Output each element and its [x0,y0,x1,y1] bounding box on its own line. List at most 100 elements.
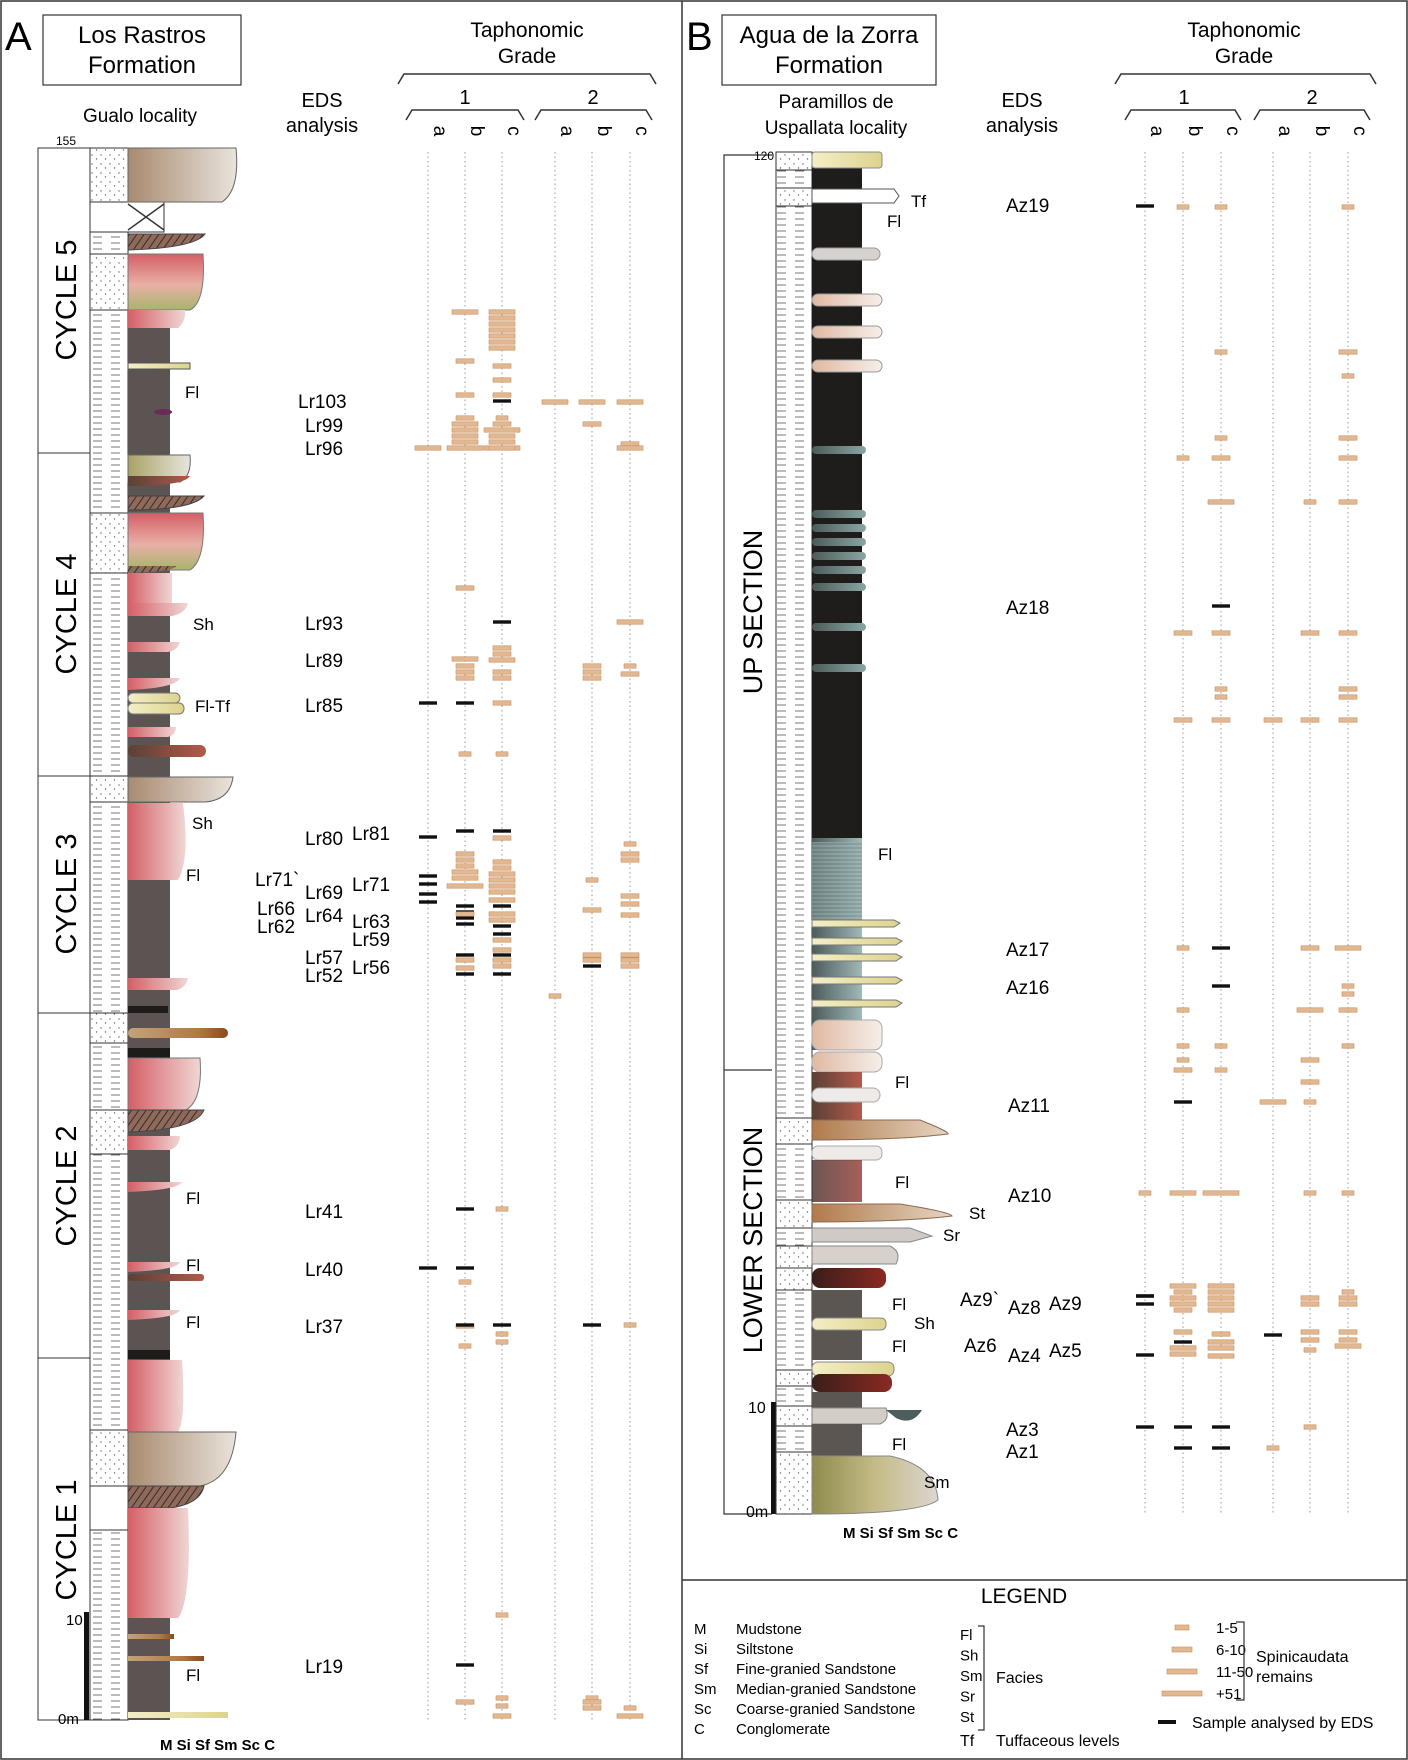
spinicaudata-mark [1338,1337,1358,1343]
spinicaudata-mark [1300,1079,1320,1085]
spinicaudata-mark [492,865,512,871]
spinicaudata-mark [1300,945,1320,951]
bed [128,1262,180,1272]
facies-label: Fl [186,1256,200,1275]
panel-a-grade-bracket [397,73,657,85]
structure-cell [775,1451,813,1515]
spinicaudata-mark [492,835,512,841]
spinicaudata-mark [1207,1339,1235,1345]
legend-eds-mark [1158,1720,1176,1724]
spinicaudata-mark [620,952,640,958]
legend-grain-abbr: Sm [694,1681,717,1698]
structure-cell [775,1245,813,1269]
spinicaudata-mark [1300,717,1320,723]
panel-b-taphonomic-line1: Taphonomic [1187,19,1300,42]
bed [127,454,191,483]
bed [128,978,188,990]
facies-label: St [969,1204,985,1223]
spinicaudata-mark [623,1322,637,1328]
sample-label: Lr40 [305,1260,343,1281]
eds-sample-mark [493,829,511,833]
spinicaudata-mark [451,421,479,427]
spinicaudata-mark [1176,1043,1190,1049]
panel-a-facies-labels: Fl Sh Fl-Tf Sh Fl Fl Fl Fl Fl [185,383,230,1685]
spinicaudata-mark [1214,686,1228,692]
spinicaudata-mark [488,339,516,345]
column-label-a: a [429,126,450,137]
lower-section-label: LOWER SECTION [738,1127,768,1354]
structure-cell [89,1012,129,1044]
column-label-a: a [556,126,577,137]
spinicaudata-mark [1303,1424,1317,1430]
spinicaudata-mark [620,893,640,899]
spinicaudata-mark [1169,1190,1197,1196]
bed [128,1634,174,1639]
spinicaudata-mark [446,445,484,451]
bed [128,1656,204,1661]
spinicaudata-mark [455,675,475,681]
spinicaudata-mark [1341,1289,1355,1295]
bed [128,1136,180,1150]
tuff-bed [127,702,185,715]
panel-b-scale-bar [771,1402,776,1514]
facies-label: Fl-Tf [195,697,230,716]
sample-label: Lr103 [298,392,347,413]
spinicaudata-mark [492,651,512,657]
legend-facies-code: St [960,1709,975,1726]
sample-label: Lr62 [257,917,295,938]
panel-a-grade2: 2 [587,87,598,109]
panel-b-locality-line1: Paramillos de [778,92,893,113]
up-section-label: UP SECTION [738,530,768,695]
spinicaudata-mark [492,675,512,681]
spinicaudata-mark [455,663,475,669]
spinicaudata-mark [495,1206,509,1212]
lens [154,409,172,415]
sample-label: Lr99 [305,416,343,437]
legend-grain-list: M Mudstone Si Siltstone Sf Fine-granied Sands… [694,1621,916,1738]
lens [812,446,866,454]
bed [127,1431,237,1487]
bed [811,247,881,261]
panel-a-title-box [42,14,242,86]
sample-label: Az16 [1006,978,1049,999]
trough-sandstone-bed [811,1119,949,1141]
tuff-bed [811,953,903,962]
spinicaudata-mark [1176,1057,1190,1063]
panel-a-locality: Gualo locality [83,106,198,127]
panel-b-grade1-bracket [1124,109,1242,121]
bed [811,359,883,373]
sample-label: Lr85 [305,696,343,717]
eds-sample-mark [456,701,474,705]
legend-count-label: 6-10 [1216,1642,1246,1659]
spinicaudata-mark [488,877,516,883]
spinicaudata-mark [1214,349,1228,355]
legend-count-swatch [1161,1690,1203,1697]
panel-a-grade1: 1 [459,87,470,109]
sample-label: Lr66 [257,899,295,920]
bed [811,1019,883,1051]
sample-label: Az17 [1006,940,1049,961]
legend-title: LEGEND [981,1585,1067,1608]
legend-facies-code: Sr [960,1689,975,1706]
eds-sample-mark [419,835,437,839]
spinicaudata-mark [451,433,479,439]
panel-a-eds-line2: analysis [286,115,358,137]
spinicaudata-mark [582,663,602,669]
spinicaudata-mark [1338,435,1358,441]
spinicaudata-mark [488,657,516,663]
mudstone-bed [812,1424,862,1458]
lens [812,510,866,518]
spinicaudata-mark [488,433,516,439]
eds-sample-mark [1136,1425,1154,1429]
bed [811,1051,883,1073]
sample-label: Lr57 [305,948,343,969]
bed [128,642,180,652]
column-label-a: a [1146,126,1167,137]
mudstone-bed [812,1392,862,1408]
panel-a-eds-line1: EDS [301,90,342,112]
eds-sample-mark [1212,604,1230,608]
bed [128,310,186,328]
cycle-5-label: CYCLE 5 [51,240,83,361]
eds-sample-mark [456,916,474,920]
